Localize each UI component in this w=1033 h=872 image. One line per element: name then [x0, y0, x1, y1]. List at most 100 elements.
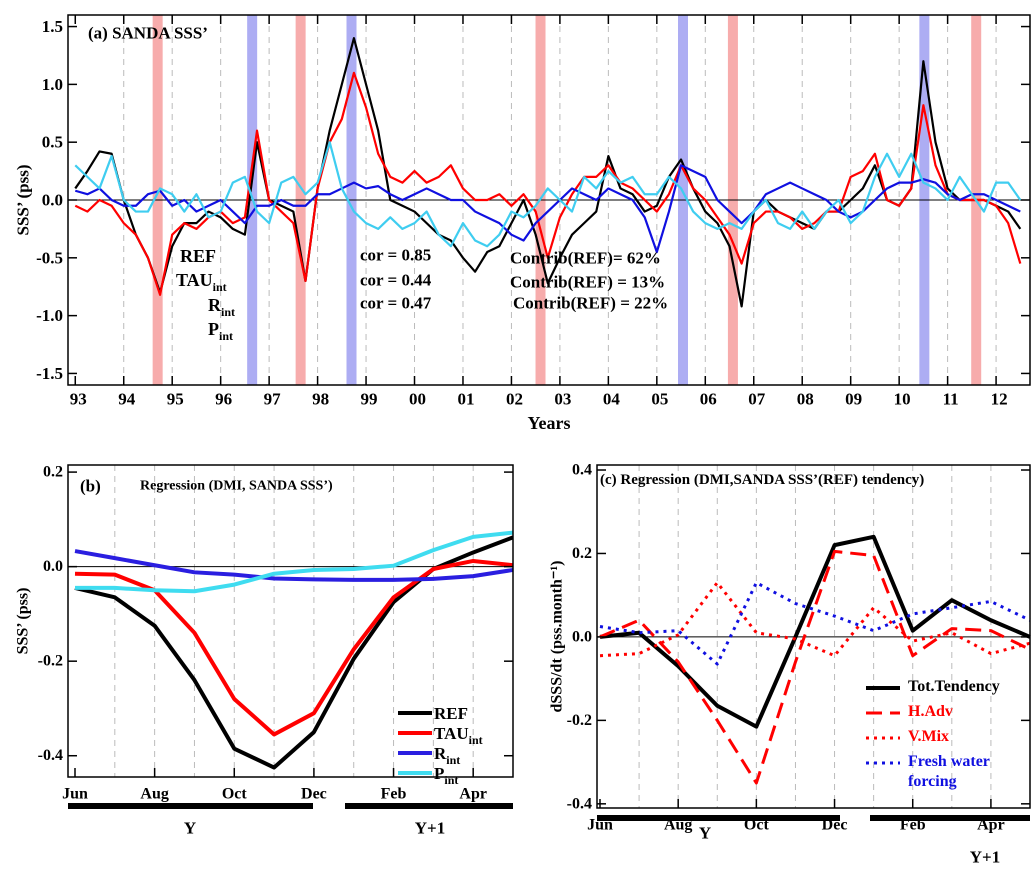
- x-tick-label: 08: [797, 390, 814, 409]
- x-tick-label: 98: [312, 390, 329, 409]
- legend-label: TAUint: [176, 270, 227, 294]
- legend-name: TAU: [434, 724, 469, 743]
- x-tick-label: 00: [409, 390, 426, 409]
- legend-label: Rint: [434, 744, 460, 768]
- y-tick-label: -0.2: [567, 712, 592, 729]
- y-axis-label: SSS’ (pss): [15, 588, 32, 655]
- series-line: [75, 530, 514, 594]
- plot-frame: [67, 14, 1031, 386]
- annotation: Contrib(REF) = 22%: [513, 294, 668, 313]
- legend-label-box: Fresh water forcing: [908, 753, 990, 790]
- legend-name: R: [208, 295, 222, 315]
- x-tick-label: Feb: [381, 786, 407, 803]
- legend-label-box: Tot.Tendency: [908, 678, 1000, 695]
- series-line: [74, 37, 1022, 308]
- period-label: Y: [184, 819, 196, 838]
- legend-name: P: [208, 319, 219, 339]
- y-tick-label: -0.5: [36, 248, 63, 267]
- x-tick-label: 96: [215, 390, 232, 409]
- series-line: [74, 141, 1022, 248]
- plot-frame: [67, 464, 514, 778]
- legend-label-box: V.Mix: [908, 728, 950, 745]
- legend-name: REF: [434, 704, 468, 723]
- y-tick-label: 0.5: [42, 133, 63, 152]
- legend-name: REF: [180, 246, 216, 266]
- y-axis-label: dSSS/dt (pss.month⁻¹): [549, 561, 566, 713]
- legend-label: Pint: [208, 319, 233, 343]
- x-tick-label: 05: [651, 390, 668, 409]
- series-line: [599, 534, 1031, 729]
- x-tick-label: 06: [700, 390, 717, 409]
- x-tick-label: 07: [748, 390, 766, 409]
- x-tick-label: 97: [264, 390, 282, 409]
- legend-subscript: int: [221, 305, 235, 319]
- series-line: [74, 71, 1022, 296]
- x-tick-label: Apr: [459, 786, 487, 803]
- x-tick-label: 03: [554, 390, 571, 409]
- series-line: [599, 581, 1031, 666]
- legend-subscript: int: [469, 733, 483, 747]
- annotation: cor = 0.44: [360, 271, 432, 290]
- x-tick-label: 95: [167, 390, 184, 409]
- legend-name: TAU: [176, 270, 213, 290]
- x-tick-label: Dec: [301, 786, 327, 803]
- period-label: Y+1: [970, 848, 1000, 867]
- x-tick-label: 94: [118, 390, 136, 409]
- x-tick-label: 93: [70, 390, 87, 409]
- legend-label: TAUint: [434, 724, 483, 748]
- legend-label: REF: [434, 704, 468, 723]
- x-tick-label: 02: [506, 390, 523, 409]
- y-tick-label: 0.2: [572, 545, 592, 562]
- annotation: Contrib(REF) = 13%: [510, 273, 665, 292]
- legend-name: P: [434, 764, 444, 783]
- x-tick-label: 12: [991, 390, 1008, 409]
- annotation: cor = 0.85: [360, 246, 431, 265]
- y-tick-label: 0.4: [572, 462, 592, 479]
- x-tick-label: Oct: [222, 786, 248, 803]
- series-line: [599, 581, 1031, 658]
- x-tick-label: Jun: [62, 786, 88, 803]
- period-label: Y: [699, 824, 711, 843]
- x-tick-label: 09: [845, 390, 862, 409]
- y-tick-label: 0.0: [572, 628, 592, 645]
- x-tick-label: 10: [894, 390, 911, 409]
- series-line: [74, 558, 514, 737]
- x-tick-label: Aug: [140, 786, 168, 803]
- legend-subscript: int: [446, 753, 460, 767]
- legend-label: Rint: [208, 295, 235, 319]
- chart-title: (c) Regression (DMI,SANDA SSS’(REF) tend…: [600, 472, 924, 488]
- y-tick-label: -0.2: [38, 653, 63, 670]
- period-label: Y+1: [415, 819, 445, 838]
- legend-label: Tot.Tendency: [908, 678, 1000, 695]
- x-tick-label: 99: [361, 390, 378, 409]
- plot-frame: [596, 464, 1031, 809]
- x-tick-label: 04: [603, 390, 621, 409]
- chart-title: Regression (DMI, SANDA SSS’): [140, 479, 333, 494]
- legend-subscript: int: [444, 773, 458, 787]
- y-tick-label: 1.5: [42, 17, 63, 36]
- y-tick-label: -1.5: [36, 364, 63, 383]
- y-tick-label: 0.2: [43, 464, 63, 481]
- legend-label: Fresh water forcing: [908, 753, 990, 790]
- x-tick-label: 01: [457, 390, 474, 409]
- legend-subscript: int: [219, 329, 233, 343]
- chart-title: (a) SANDA SSS’: [88, 24, 208, 43]
- y-tick-label: 0.0: [43, 558, 63, 575]
- x-tick-label: 11: [943, 390, 959, 409]
- y-tick-label: 0.0: [42, 191, 63, 210]
- legend-label-box: H.Adv: [908, 703, 953, 720]
- y-axis-label: SSS’ (pss): [14, 164, 33, 235]
- y-tick-label: -1.0: [36, 306, 63, 325]
- legend-label: Pint: [434, 764, 458, 788]
- legend-subscript: int: [213, 280, 227, 294]
- legend-label: V.Mix: [908, 728, 950, 745]
- series-line: [74, 549, 514, 582]
- x-axis-label: Years: [528, 413, 571, 433]
- legend-label: REF: [180, 246, 216, 266]
- y-tick-label: -0.4: [567, 795, 592, 812]
- annotation: cor = 0.47: [360, 294, 432, 313]
- y-tick-label: 1.0: [42, 75, 63, 94]
- annotation: Contrib(REF)= 62%: [510, 249, 661, 268]
- panel-label: (b): [80, 477, 101, 496]
